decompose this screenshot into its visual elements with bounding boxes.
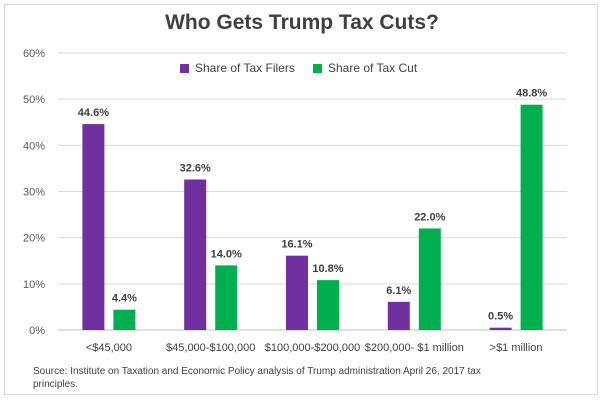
data-label: 14.0% bbox=[211, 248, 242, 260]
legend-label-filers: Share of Tax Filers bbox=[195, 61, 295, 75]
data-label: 32.6% bbox=[180, 162, 211, 174]
legend-swatch-filers bbox=[180, 63, 189, 73]
y-tick-label: 40% bbox=[23, 140, 45, 152]
legend: Share of Tax Filers Share of Tax Cut bbox=[0, 61, 604, 81]
data-label: 22.0% bbox=[414, 211, 445, 223]
bar-tax-filers bbox=[286, 255, 308, 330]
y-tick-label: 10% bbox=[23, 279, 45, 291]
bar-tax-cut bbox=[215, 265, 238, 330]
chart-title: Who Gets Trump Tax Cuts? bbox=[165, 11, 439, 34]
y-tick-label: 50% bbox=[23, 94, 45, 106]
data-label: 6.1% bbox=[386, 285, 411, 297]
y-tick-label: 30% bbox=[23, 187, 45, 199]
bar-tax-filers bbox=[489, 327, 512, 330]
bar-tax-cut bbox=[113, 309, 136, 330]
data-label: 0.5% bbox=[488, 311, 513, 323]
chart-frame bbox=[4, 4, 598, 395]
bar-tax-cut bbox=[418, 228, 441, 330]
x-tick-label: $200,000- $1 million bbox=[365, 342, 464, 354]
legend-label-taxcut: Share of Tax Cut bbox=[328, 61, 418, 75]
x-tick-label: >$1 million bbox=[490, 342, 543, 354]
bar-tax-filers bbox=[387, 301, 410, 330]
data-label: 44.6% bbox=[78, 107, 109, 119]
bar-tax-filers bbox=[184, 179, 207, 330]
data-label: 16.1% bbox=[281, 239, 312, 251]
x-tick-label: $100,000-$200,000 bbox=[265, 342, 360, 354]
y-tick-label: 0% bbox=[29, 325, 45, 337]
bar-tax-cut bbox=[520, 104, 543, 330]
data-label: 4.4% bbox=[112, 293, 137, 305]
source-note: Source: Institute on Taxation and Econom… bbox=[33, 366, 481, 390]
bar-tax-cut bbox=[317, 280, 339, 330]
data-label: 10.8% bbox=[312, 263, 343, 275]
bar-tax-filers bbox=[82, 124, 105, 330]
data-label: 48.8% bbox=[516, 88, 547, 100]
x-tick-label: <$45,000 bbox=[86, 342, 132, 354]
legend-item-filers: Share of Tax Filers bbox=[180, 61, 295, 75]
y-tick-label: 20% bbox=[23, 233, 45, 245]
legend-swatch-taxcut bbox=[313, 63, 322, 73]
y-tick-label: 60% bbox=[23, 48, 45, 60]
legend-item-taxcut: Share of Tax Cut bbox=[313, 61, 417, 75]
x-tick-label: $45,000-$100,000 bbox=[166, 342, 255, 354]
